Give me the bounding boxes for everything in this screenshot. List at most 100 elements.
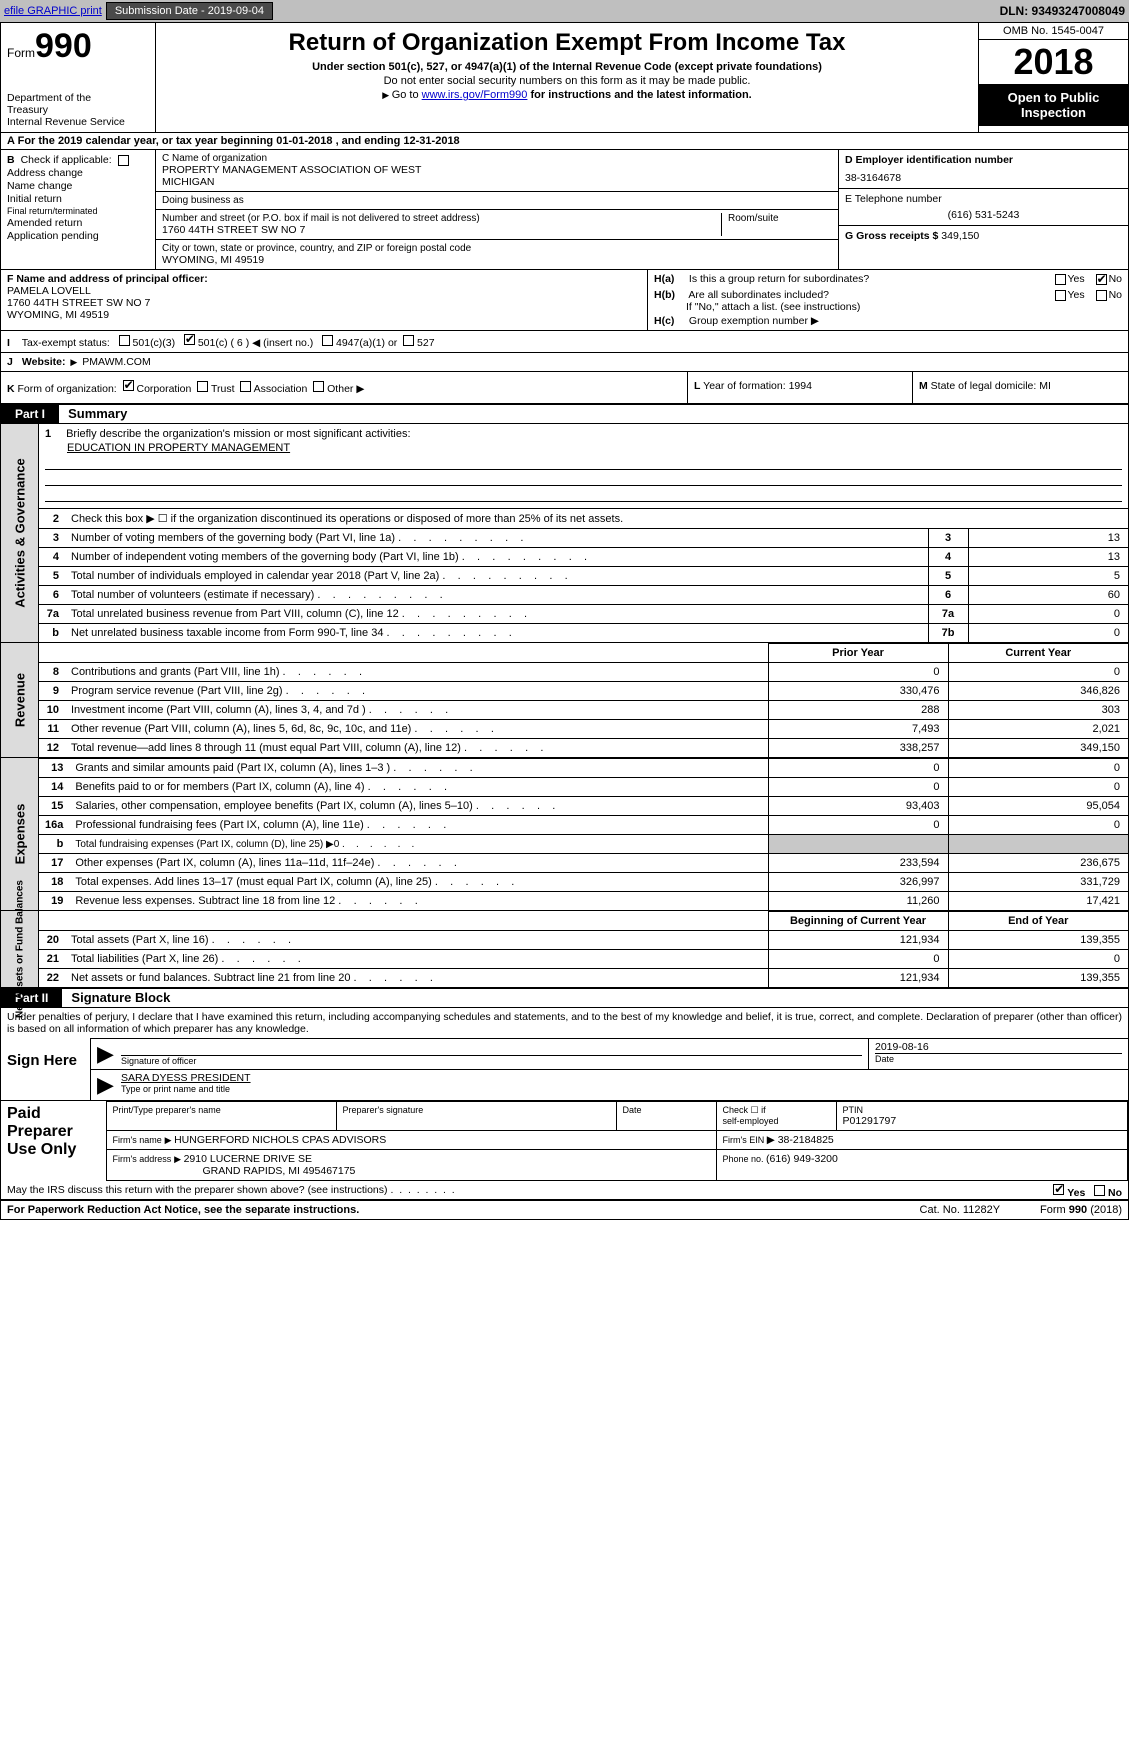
date-label: Date	[875, 1053, 1122, 1064]
other-label: Other	[327, 383, 353, 395]
checkbox[interactable]	[118, 155, 129, 166]
no-label: No	[1109, 289, 1122, 301]
c-name1: PROPERTY MANAGEMENT ASSOCIATION OF WEST	[162, 164, 832, 176]
ck-app-pending: Application pending	[7, 230, 149, 242]
table-row: 14Benefits paid to or for members (Part …	[39, 778, 1128, 797]
ck-label: Name change	[7, 180, 72, 192]
k-text: Form of organization:	[18, 383, 117, 395]
signature-block: Under penalties of perjury, I declare th…	[1, 1008, 1128, 1101]
part1-header: Part I Summary	[1, 405, 1128, 424]
a-begin: 01-01-2018	[276, 135, 332, 147]
ck-label: Amended return	[7, 217, 82, 229]
checkbox-501c3[interactable]	[119, 335, 130, 346]
row-i: I Tax-exempt status: 501(c)(3) 501(c) ( …	[1, 331, 1128, 353]
checkbox-trust[interactable]	[197, 381, 208, 392]
firm-ein: 38-2184825	[778, 1134, 834, 1146]
checkbox-527[interactable]	[403, 335, 414, 346]
checkbox-501c[interactable]	[184, 334, 195, 345]
sign-here-row: Sign Here ▶ Signature of officer 2019-08…	[1, 1038, 1128, 1100]
checkbox-yes[interactable]	[1053, 1184, 1064, 1195]
a-text2: , and ending	[336, 135, 404, 147]
city-label: City or town, state or province, country…	[162, 243, 832, 254]
f-city: WYOMING, MI 49519	[7, 309, 641, 321]
pra-notice: For Paperwork Reduction Act Notice, see …	[7, 1204, 359, 1216]
checkbox-4947[interactable]	[322, 335, 333, 346]
table-row: 20Total assets (Part X, line 16)121,9341…	[39, 931, 1128, 950]
checkbox-no[interactable]	[1096, 274, 1107, 285]
mission-label: Briefly describe the organization's miss…	[66, 428, 410, 440]
ptin-label: PTIN	[843, 1105, 1122, 1115]
net-assets-table: Beginning of Current Year End of Year 20…	[39, 911, 1128, 987]
table-row: 10Investment income (Part VIII, column (…	[39, 701, 1128, 720]
yes-label: Yes	[1067, 1187, 1085, 1199]
table-row: 6Total number of volunteers (estimate if…	[39, 586, 1128, 605]
sign-here-label: Sign Here	[1, 1038, 91, 1100]
m-text: State of legal domicile:	[931, 380, 1040, 392]
row-l: L Year of formation: 1994	[688, 372, 913, 403]
part1-badge: Part I	[1, 405, 59, 423]
checkbox-other[interactable]	[313, 381, 324, 392]
goto-post: for instructions and the latest informat…	[527, 89, 751, 101]
i-text: Tax-exempt status:	[22, 337, 110, 349]
f-label: F Name and address of principal officer:	[7, 273, 208, 285]
table-row: 21Total liabilities (Part X, line 26)00	[39, 950, 1128, 969]
sig-officer-label: Signature of officer	[121, 1055, 862, 1066]
checkbox-yes[interactable]	[1055, 290, 1066, 301]
perjury-statement: Under penalties of perjury, I declare th…	[1, 1008, 1128, 1038]
ha-yesno: Yes No	[1047, 273, 1123, 285]
open-to-public: Open to Public Inspection	[979, 84, 1128, 126]
submission-date-button[interactable]: Submission Date - 2019-09-04	[106, 2, 273, 20]
no-label: No	[1108, 1187, 1122, 1199]
e-label: E Telephone number	[845, 193, 1122, 205]
no-label: No	[1109, 273, 1122, 285]
col-b: B Check if applicable: Address change Na…	[1, 150, 156, 269]
row-f-h: F Name and address of principal officer:…	[1, 270, 1128, 331]
prep-col1: Print/Type preparer's name	[113, 1105, 330, 1115]
firm-name-label: Firm's name	[113, 1135, 162, 1145]
ck-label: Address change	[7, 167, 83, 179]
firm-addr2: GRAND RAPIDS, MI 495467175	[203, 1165, 356, 1177]
hb-text: Are all subordinates included?	[688, 289, 829, 301]
table-row: 13Grants and similar amounts paid (Part …	[39, 759, 1128, 778]
discuss-text: May the IRS discuss this return with the…	[7, 1184, 388, 1196]
checkbox-assoc[interactable]	[240, 381, 251, 392]
revenue-table: Prior Year Current Year 8Contributions a…	[39, 643, 1128, 757]
ck-initial-return: Initial return	[7, 193, 149, 205]
l-lbl: L	[694, 380, 700, 392]
vtab-net-assets: Net Assets or Fund Balances	[1, 911, 39, 987]
checkbox-corp[interactable]	[123, 380, 134, 391]
ck-label: Final return/terminated	[7, 206, 98, 216]
mission-text: EDUCATION IN PROPERTY MANAGEMENT	[67, 442, 1122, 454]
irs-link[interactable]: www.irs.gov/Form990	[422, 89, 528, 101]
header-center: Return of Organization Exempt From Incom…	[156, 23, 978, 132]
firm-name: HUNGERFORD NICHOLS CPAS ADVISORS	[174, 1134, 386, 1146]
form-number: 990	[35, 27, 92, 65]
checkbox-no[interactable]	[1096, 290, 1107, 301]
header-left: Form990 Department of the Treasury Inter…	[1, 23, 156, 132]
dba-label: Doing business as	[162, 195, 832, 206]
c-name2: MICHIGAN	[162, 176, 832, 188]
prep-col3: Date	[623, 1105, 710, 1115]
table-row: 12Total revenue—add lines 8 through 11 (…	[39, 739, 1128, 758]
goto-pre: Go to	[382, 89, 421, 101]
row-k: K Form of organization: Corporation Trus…	[1, 372, 688, 403]
phone-value: (616) 949-3200	[766, 1153, 838, 1165]
checkbox-no[interactable]	[1094, 1185, 1105, 1196]
yes-label: Yes	[1068, 289, 1085, 301]
part1-title: Summary	[62, 406, 127, 421]
ck-name-change: Name change	[7, 180, 149, 192]
section-bcd: B Check if applicable: Address change Na…	[1, 150, 1128, 270]
c-name-cell: C Name of organization PROPERTY MANAGEME…	[156, 150, 838, 192]
m-val: MI	[1039, 380, 1051, 392]
h-block: H(a) Is this a group return for subordin…	[648, 270, 1128, 330]
discuss-row: May the IRS discuss this return with the…	[1, 1181, 1128, 1201]
efile-link[interactable]: efile GRAPHIC print	[4, 5, 102, 17]
f-officer: F Name and address of principal officer:…	[1, 270, 648, 330]
col-c: C Name of organization PROPERTY MANAGEME…	[156, 150, 838, 269]
checkbox-yes[interactable]	[1055, 274, 1066, 285]
assoc-label: Association	[254, 383, 308, 395]
m-lbl: M	[919, 380, 928, 392]
table-row: 15Salaries, other compensation, employee…	[39, 797, 1128, 816]
b-label: Check if applicable:	[21, 154, 112, 166]
j-text: Website:	[22, 356, 68, 368]
